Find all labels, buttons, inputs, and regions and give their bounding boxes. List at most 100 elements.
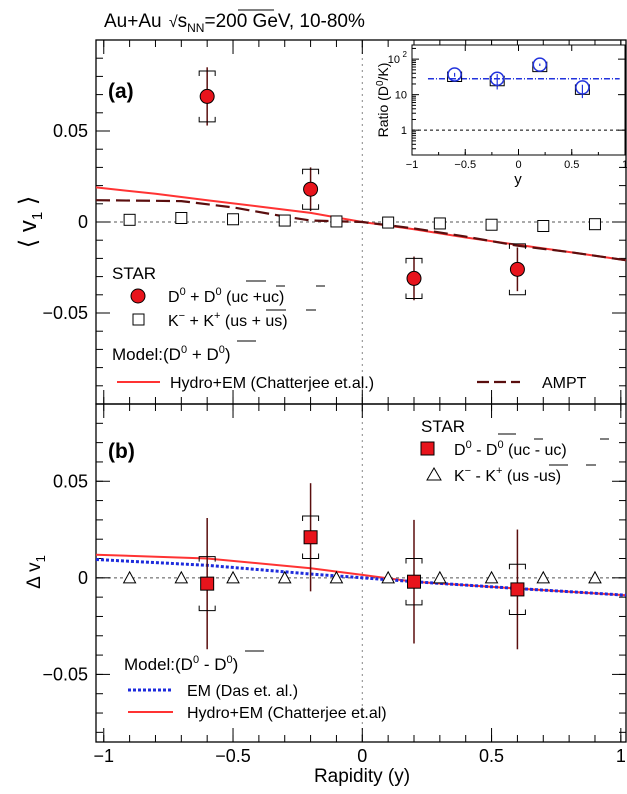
panel-a-ytick-label: 0 (78, 212, 88, 232)
kaon-v1-point (227, 213, 240, 226)
x-tick-label: −1 (93, 746, 114, 766)
panel-a-legend: STAR D0 + D0 (uc +uc) K− + K+ (us + us) … (112, 264, 587, 392)
x-tick-label: −0.5 (215, 746, 251, 766)
inset-ratio-point (447, 67, 462, 82)
x-tick-label: 1 (616, 746, 626, 766)
legend-a-d0-label: D0 + D0 (uc +uc) (168, 286, 284, 306)
inset-ytick-label: 10 (395, 90, 407, 102)
d0-dv1-point (510, 582, 525, 597)
d0-diff-sys-bracket (405, 558, 423, 564)
kaon-v1-point (330, 215, 343, 228)
d0-diff-sys-bracket (302, 553, 320, 560)
legend-b-em-label: EM (Das et. al.) (187, 683, 298, 700)
legend-a-d0-marker (130, 288, 146, 304)
kaon-v1-point (382, 216, 395, 229)
ampt-curve (95, 199, 627, 262)
figure-title: Au+Au √sNN=200 GeV, 10-80% (104, 11, 365, 35)
panel-b-model-curves (95, 553, 627, 597)
d0-sys-bracket (405, 293, 423, 299)
legend-b-hydro-label: Hydro+EM (Chatterjee et.al) (187, 705, 387, 722)
kaon-dv1-point (174, 570, 189, 584)
kaon-dv1-point (122, 570, 137, 584)
kaon-v1-point (278, 214, 291, 227)
legend-a-model-header: Model:(D0 + D0) (112, 344, 231, 364)
panel-a-ytick-label: −0.05 (42, 303, 88, 323)
panel-b-ytick-label: −0.05 (42, 664, 88, 684)
legend-b-model-header: Model:(D0 - D0) (124, 654, 238, 674)
panel-a-data-points (123, 67, 601, 301)
d0-diff-sys-bracket (508, 609, 526, 616)
inset-ytick-label: 1 (401, 125, 407, 137)
inset-ratio-point (575, 80, 590, 95)
panel-a-label: (a) (108, 80, 134, 103)
panel-a-ytick-label: 0.05 (53, 121, 88, 141)
kaon-dv1-point (277, 570, 292, 584)
legend-a-hydro-label: Hydro+EM (Chatterjee et.al.) (170, 375, 374, 392)
d0-dv1-point (200, 576, 215, 591)
d0-v1-point (303, 181, 319, 197)
d0-dv1-point (303, 530, 318, 545)
kaon-v1-point (588, 218, 601, 231)
inset-ratio-point (489, 71, 505, 87)
panel-b-ytick-label: 0 (78, 568, 88, 588)
inset-xtick-label: −1 (406, 159, 419, 171)
inset-xtick-label: −0.5 (454, 159, 476, 171)
panel-b-axes: −0.05 0 0.05 −1 −0.5 0 0.5 1 (42, 404, 626, 766)
d0-v1-point (199, 88, 215, 104)
d0-v1-point (406, 270, 422, 286)
kaon-dv1-point (433, 570, 447, 584)
kaon-v1-point (175, 211, 188, 224)
panel-b-data-points (122, 483, 602, 650)
inset-xtick-label: 0 (515, 159, 521, 171)
kaon-dv1-point (226, 570, 240, 584)
d0-sys-bracket (302, 204, 320, 210)
d0-sys-bracket (302, 168, 320, 175)
d0-dv1-point (407, 574, 421, 589)
legend-a-kaon-marker (132, 313, 145, 326)
kaon-dv1-point (381, 570, 395, 584)
legend-b-kaon-label: K− - K+ (us -us) (454, 465, 561, 485)
inset-ytick-label: 10 (388, 54, 400, 66)
kaon-v1-point (537, 220, 550, 233)
d0-sys-bracket (198, 116, 216, 123)
d0-v1-point (509, 261, 525, 277)
legend-a-header: STAR (112, 264, 156, 283)
legend-b-d0-marker (420, 441, 435, 456)
d0-sys-bracket (198, 70, 216, 76)
inset-ratio-point (532, 57, 548, 72)
inset-ytick-label-exp: 2 (403, 50, 408, 59)
d0-sys-bracket (405, 257, 423, 264)
d0-diff-sys-bracket (405, 599, 423, 606)
legend-b-d0-label: D0 - D0 (uc - uc) (454, 439, 567, 459)
d0-diff-sys-bracket (198, 556, 216, 562)
panel-b-ylabel: Δ v1 (24, 555, 48, 589)
x-tick-label: 0 (357, 746, 367, 766)
kaon-dv1-point (329, 570, 344, 584)
d0-diff-sys-bracket (302, 515, 320, 522)
legend-b-header: STAR (421, 417, 465, 436)
inset-ylabel: Ratio (D0/K) (375, 63, 391, 138)
d0-sys-bracket (508, 243, 526, 249)
inset-xtick-label: 1 (622, 159, 627, 171)
d0-diff-sys-bracket (508, 563, 526, 570)
panel-a-ylabel: ⟨ v1 ⟩ (15, 196, 46, 248)
inset-frame (411, 44, 626, 156)
inset-xtick-label: 0.5 (564, 159, 579, 171)
legend-b-kaon-marker (426, 467, 442, 481)
legend-a-ampt-label: AMPT (542, 375, 587, 392)
kaon-v1-point (123, 213, 136, 226)
kaon-v1-point (485, 218, 498, 231)
x-axis-title: Rapidity (y) (314, 766, 410, 787)
d0-sys-bracket (508, 289, 526, 296)
panel-b-label: (b) (108, 440, 135, 463)
kaon-dv1-point (484, 570, 499, 584)
kaon-dv1-point (536, 570, 551, 584)
kaon-v1-point (433, 217, 446, 230)
x-tick-label: 0.5 (479, 746, 504, 766)
panel-a-model-curves (95, 186, 627, 262)
inset-xlabel: y (514, 171, 522, 188)
panel-b-ytick-label: 0.05 (53, 471, 88, 491)
d0-diff-sys-bracket (198, 605, 216, 612)
